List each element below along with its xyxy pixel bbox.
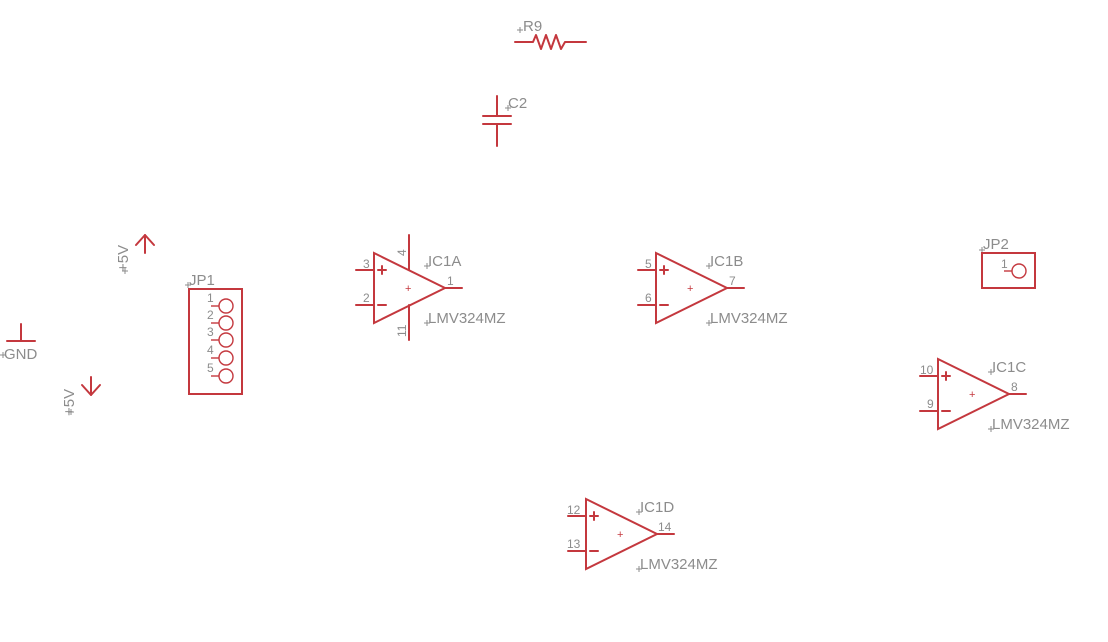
ic1d-value: LMV324MZ bbox=[640, 556, 718, 573]
supply-vcc-symbol[interactable]: +5V bbox=[115, 234, 155, 274]
ic1d-pin-minus: 13 bbox=[567, 537, 581, 551]
ic1a-value: LMV324MZ bbox=[428, 310, 506, 327]
ground-symbol[interactable]: GND bbox=[0, 323, 38, 363]
svg-text:+: + bbox=[405, 283, 411, 295]
supply-neg-symbol[interactable]: +5V bbox=[61, 376, 101, 416]
ic1b-pin-plus: 5 bbox=[645, 257, 652, 271]
jp1-pin-4-num: 4 bbox=[207, 343, 214, 357]
ic1c-pin-plus: 10 bbox=[920, 363, 934, 377]
svg-text:+: + bbox=[687, 283, 693, 295]
svg-text:+: + bbox=[969, 389, 975, 401]
jp1-pin-3[interactable] bbox=[218, 332, 234, 348]
ic1d-pin-out: 14 bbox=[658, 520, 672, 534]
opamp-ic1c[interactable]: + 10 9 8 IC1C LMV324MZ bbox=[919, 357, 1070, 433]
ic1d-pin-plus: 12 bbox=[567, 503, 581, 517]
jp1-label: JP1 bbox=[189, 272, 215, 289]
ic1c-pin-out: 8 bbox=[1011, 380, 1018, 394]
ic1c-value: LMV324MZ bbox=[992, 416, 1070, 433]
gnd-label: GND bbox=[4, 346, 38, 363]
jp1-pin-1-num: 1 bbox=[207, 291, 214, 305]
jp1-pin-2[interactable] bbox=[218, 315, 234, 331]
jp2-pin-1-num: 1 bbox=[1001, 257, 1008, 271]
jp2-label: JP2 bbox=[983, 236, 1009, 253]
capacitor-c2[interactable]: C2 bbox=[482, 95, 527, 147]
neg-label: +5V bbox=[61, 389, 78, 416]
ic1b-value: LMV324MZ bbox=[710, 310, 788, 327]
jp1-pin-1[interactable] bbox=[218, 298, 234, 314]
ic1c-name: IC1C bbox=[992, 359, 1026, 376]
ic1a-pin-plus: 3 bbox=[363, 257, 370, 271]
ic1a-pin-minus: 2 bbox=[363, 291, 370, 305]
ic1a-name: IC1A bbox=[428, 253, 461, 270]
jp1-pin-2-num: 2 bbox=[207, 308, 214, 322]
ic1b-pin-minus: 6 bbox=[645, 291, 652, 305]
ic1d-name: IC1D bbox=[640, 499, 674, 516]
ic1c-pin-minus: 9 bbox=[927, 397, 934, 411]
opamp-ic1a[interactable]: + 3 2 1 4 11 IC1A LMV324MZ bbox=[355, 234, 506, 341]
ic1a-pin-vcc: 4 bbox=[395, 249, 409, 256]
jp1-pin-5-num: 5 bbox=[207, 361, 214, 375]
opamp-ic1d[interactable]: + 12 13 14 IC1D LMV324MZ bbox=[567, 497, 718, 573]
resistor-r9[interactable]: R9 bbox=[514, 18, 587, 50]
ic1b-name: IC1B bbox=[710, 253, 743, 270]
ic1a-pin-out: 1 bbox=[447, 274, 454, 288]
svg-text:+: + bbox=[617, 529, 623, 541]
opamp-ic1b[interactable]: + 5 6 7 IC1B LMV324MZ bbox=[637, 251, 788, 327]
ic1b-pin-out: 7 bbox=[729, 274, 736, 288]
jp1-pin-5[interactable] bbox=[218, 368, 234, 384]
r9-label: R9 bbox=[523, 18, 542, 35]
jp1-pin-4[interactable] bbox=[218, 350, 234, 366]
header-jp2[interactable]: JP2 1 bbox=[979, 236, 1036, 289]
c2-label: C2 bbox=[508, 95, 527, 112]
ic1a-pin-gnd: 11 bbox=[395, 324, 409, 337]
vcc-label: +5V bbox=[115, 245, 132, 272]
header-jp1[interactable]: JP1 1 2 3 4 5 bbox=[185, 272, 243, 395]
jp2-pin-1[interactable] bbox=[1011, 263, 1027, 279]
jp1-pin-3-num: 3 bbox=[207, 325, 214, 339]
